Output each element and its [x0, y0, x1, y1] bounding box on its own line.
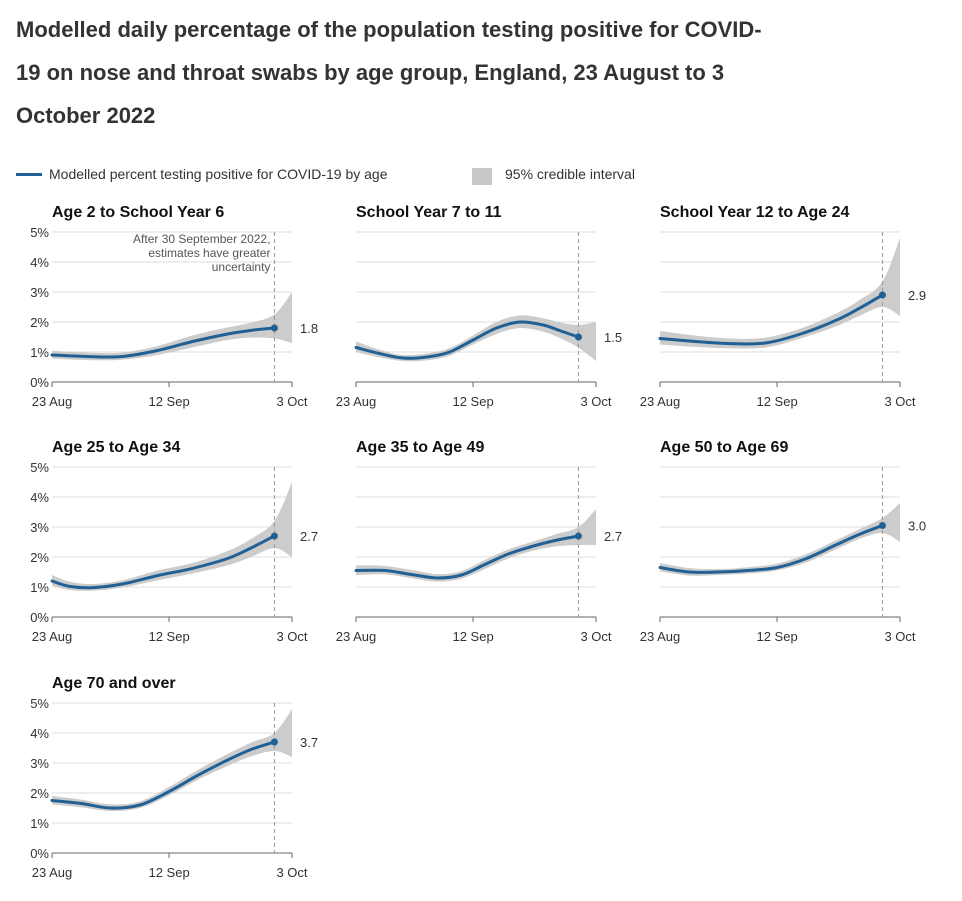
x-tick-label: 12 Sep: [148, 865, 189, 880]
end-value-label: 3.0: [908, 519, 926, 534]
y-tick-label: 2%: [30, 315, 49, 330]
credible-interval-band: [52, 292, 292, 361]
x-tick-label: 23 Aug: [640, 394, 681, 409]
panel-title: Age 2 to School Year 6: [52, 204, 224, 221]
chart-panel-5: Age 35 to Age 49 23 Aug 12 Sep 3 Oct 2.7: [336, 439, 622, 644]
y-tick-label: 5%: [30, 460, 49, 475]
x-tick-label: 12 Sep: [452, 394, 493, 409]
modelled-line: [658, 293, 884, 346]
uncertainty-annotation: estimates have greater: [148, 246, 270, 260]
x-tick-label: 3 Oct: [884, 629, 915, 644]
y-tick-label: 3%: [30, 285, 49, 300]
x-tick-label: 23 Aug: [32, 629, 73, 644]
end-point: [270, 532, 278, 540]
end-point: [270, 738, 278, 746]
credible-interval-band: [52, 482, 292, 591]
credible-interval-band: [660, 238, 900, 349]
legend-band-label: 95% credible interval: [505, 166, 635, 182]
y-tick-label: 3%: [30, 520, 49, 535]
chart-panel-1: Age 2 to School Year 65% 4% 3% 2% 1% 0% 23 Aug…: [30, 204, 318, 409]
y-tick-label: 5%: [30, 696, 49, 711]
modelled-line: [658, 524, 884, 574]
x-tick-label: 12 Sep: [756, 394, 797, 409]
modelled-line: [354, 320, 580, 360]
panel-title: Age 70 and over: [52, 675, 176, 692]
y-tick-label: 2%: [30, 786, 49, 801]
end-value-label: 2.7: [300, 529, 318, 544]
modelled-line: [50, 740, 276, 810]
panel-title: School Year 7 to 11: [356, 204, 502, 221]
x-tick-label: 12 Sep: [148, 394, 189, 409]
x-tick-label: 3 Oct: [884, 394, 915, 409]
panel-title: Age 50 to Age 69: [660, 439, 788, 456]
credible-interval-band: [660, 503, 900, 576]
x-tick-label: 23 Aug: [336, 629, 377, 644]
modelled-line: [354, 534, 580, 580]
y-tick-label: 4%: [30, 255, 49, 270]
y-tick-label: 0%: [30, 846, 49, 861]
end-point: [574, 333, 582, 341]
x-tick-label: 12 Sep: [452, 629, 493, 644]
y-tick-label: 4%: [30, 726, 49, 741]
end-point: [574, 532, 582, 540]
y-tick-label: 2%: [30, 550, 49, 565]
y-tick-label: 4%: [30, 490, 49, 505]
x-tick-label: 23 Aug: [640, 629, 681, 644]
panel-title: Age 25 to Age 34: [52, 439, 180, 456]
y-tick-label: 0%: [30, 610, 49, 625]
end-point: [878, 522, 886, 529]
x-tick-label: 3 Oct: [276, 865, 307, 880]
chart-panel-3: School Year 12 to Age 24 23 Aug 12 Sep 3 Oc…: [640, 204, 926, 409]
end-point: [878, 291, 886, 299]
x-tick-label: 23 Aug: [32, 394, 73, 409]
legend-line-label: Modelled percent testing positive for CO…: [49, 166, 388, 182]
credible-interval-band: [356, 509, 596, 582]
x-tick-label: 3 Oct: [580, 394, 611, 409]
x-tick-label: 3 Oct: [276, 629, 307, 644]
chart-title: Modelled daily percentage of the populat…: [16, 17, 762, 128]
end-value-label: 2.9: [908, 288, 926, 303]
panel-title: Age 35 to Age 49: [356, 439, 484, 456]
end-value-label: 2.7: [604, 529, 622, 544]
y-tick-label: 5%: [30, 225, 49, 240]
uncertainty-annotation: uncertainty: [212, 260, 271, 274]
y-tick-label: 0%: [30, 375, 49, 390]
end-value-label: 1.5: [604, 330, 622, 345]
end-value-label: 3.7: [300, 735, 318, 750]
chart-panel-2: School Year 7 to 11 23 Aug 12 Sep 3 Oct 1.5: [336, 204, 622, 409]
x-tick-label: 3 Oct: [276, 394, 307, 409]
x-tick-label: 12 Sep: [148, 629, 189, 644]
x-tick-label: 3 Oct: [580, 629, 611, 644]
modelled-line: [50, 534, 276, 590]
x-tick-label: 23 Aug: [336, 394, 377, 409]
y-tick-label: 1%: [30, 345, 49, 360]
x-tick-label: 23 Aug: [32, 865, 73, 880]
panel-title: School Year 12 to Age 24: [660, 204, 850, 221]
legend-band-swatch: [472, 168, 492, 185]
y-tick-label: 1%: [30, 580, 49, 595]
chart-panel-6: Age 50 to Age 69 23 Aug 12 Sep 3 Oct 3.0: [640, 439, 926, 644]
modelled-line: [50, 326, 276, 359]
y-tick-label: 3%: [30, 756, 49, 771]
legend-line-swatch: [16, 173, 42, 176]
credible-interval-band: [52, 709, 292, 812]
end-point: [270, 324, 278, 332]
x-tick-label: 12 Sep: [756, 629, 797, 644]
y-tick-label: 1%: [30, 816, 49, 831]
chart-panel-4: Age 25 to Age 345% 4% 3% 2% 1% 0% 23 Aug 12 Sep…: [30, 439, 318, 644]
end-value-label: 1.8: [300, 321, 318, 336]
uncertainty-annotation: After 30 September 2022,: [133, 232, 270, 246]
